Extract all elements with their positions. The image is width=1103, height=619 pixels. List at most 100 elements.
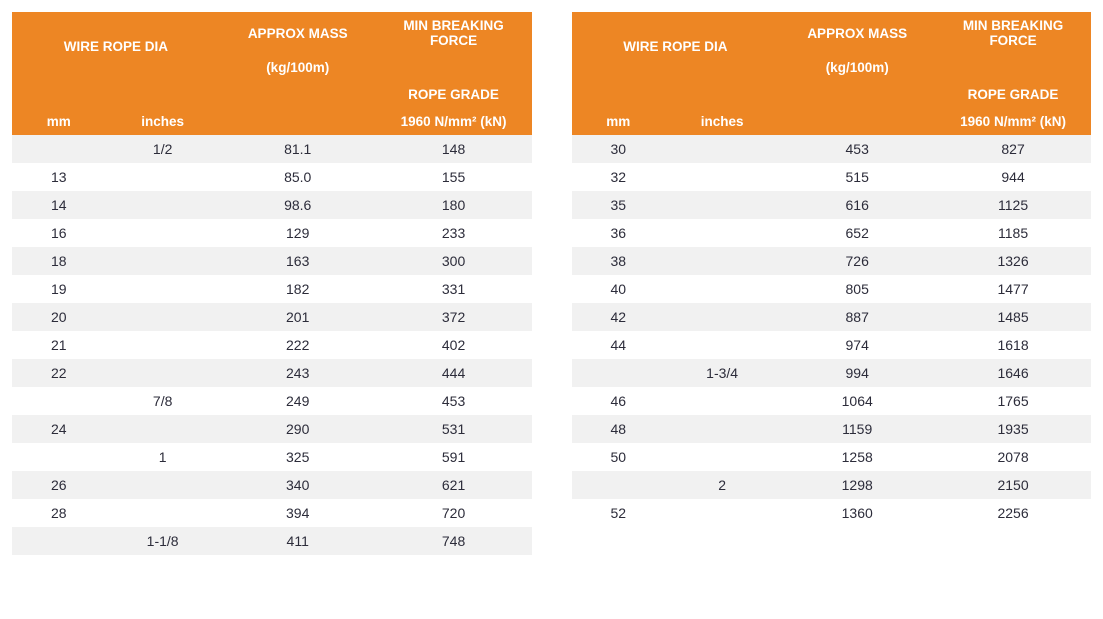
cell-inches <box>106 163 220 191</box>
cell-inches <box>106 247 220 275</box>
cell-mm: 16 <box>12 219 106 247</box>
cell-force: 827 <box>935 135 1091 163</box>
cell-inches: 1-3/4 <box>665 359 779 387</box>
cell-inches <box>665 303 779 331</box>
header-mass: APPROX MASS <box>779 12 935 54</box>
cell-force: 155 <box>376 163 532 191</box>
wire-rope-table-left: WIRE ROPE DIA APPROX MASS MIN BREAKING F… <box>12 12 532 555</box>
cell-mass: 652 <box>779 219 935 247</box>
cell-mass: 222 <box>220 331 376 359</box>
table-row: 26 340621 <box>12 471 532 499</box>
cell-inches <box>665 191 779 219</box>
table-row: 19182331 <box>12 275 532 303</box>
header-mass-unit: (kg/100m) <box>779 54 935 81</box>
cell-mm: 46 <box>572 387 666 415</box>
header-force-unit: 1960 N/mm² (kN) <box>376 108 532 135</box>
cell-mm <box>12 387 106 415</box>
table-row: 24290531 <box>12 415 532 443</box>
cell-mass: 249 <box>220 387 376 415</box>
cell-inches <box>665 415 779 443</box>
cell-mass: 163 <box>220 247 376 275</box>
cell-inches <box>106 331 220 359</box>
cell-mass: 994 <box>779 359 935 387</box>
cell-mm: 52 <box>572 499 666 527</box>
cell-mass: 85.0 <box>220 163 376 191</box>
cell-inches <box>106 499 220 527</box>
table-row: 16129233 <box>12 219 532 247</box>
header-dia: WIRE ROPE DIA <box>572 12 780 81</box>
cell-force: 1765 <box>935 387 1091 415</box>
cell-mass: 887 <box>779 303 935 331</box>
cell-mass: 453 <box>779 135 935 163</box>
cell-mass: 974 <box>779 331 935 359</box>
header-blank <box>935 54 1091 81</box>
cell-inches <box>665 331 779 359</box>
table-header: WIRE ROPE DIA APPROX MASS MIN BREAKING F… <box>12 12 532 135</box>
header-force: MIN BREAKING FORCE <box>376 12 532 54</box>
cell-mm: 19 <box>12 275 106 303</box>
table-row: 32515944 <box>572 163 1092 191</box>
cell-mass: 394 <box>220 499 376 527</box>
table-body-left: 1/281.11481385.01551498.6180161292331816… <box>12 135 532 555</box>
cell-mm <box>12 135 106 163</box>
table-row: 366521185 <box>572 219 1092 247</box>
wire-rope-table-right: WIRE ROPE DIA APPROX MASS MIN BREAKING F… <box>572 12 1092 527</box>
cell-mm <box>572 359 666 387</box>
cell-mm: 18 <box>12 247 106 275</box>
cell-inches: 1-1/8 <box>106 527 220 555</box>
table-row: 1325591 <box>12 443 532 471</box>
table-row: 4811591935 <box>572 415 1092 443</box>
table-row: 1498.6180 <box>12 191 532 219</box>
cell-mass: 1064 <box>779 387 935 415</box>
table-row: 408051477 <box>572 275 1092 303</box>
table-row: 1385.0155 <box>12 163 532 191</box>
cell-force: 1646 <box>935 359 1091 387</box>
header-blank4 <box>220 108 376 135</box>
cell-inches <box>665 499 779 527</box>
cell-inches <box>106 275 220 303</box>
cell-mm: 24 <box>12 415 106 443</box>
header-force: MIN BREAKING FORCE <box>935 12 1091 54</box>
header-blank2 <box>572 81 780 108</box>
cell-mass: 243 <box>220 359 376 387</box>
cell-mass: 325 <box>220 443 376 471</box>
table-row: 21222402 <box>12 331 532 359</box>
cell-mass: 340 <box>220 471 376 499</box>
cell-force: 402 <box>376 331 532 359</box>
cell-mass: 1159 <box>779 415 935 443</box>
cell-inches <box>106 359 220 387</box>
header-blank2 <box>12 81 220 108</box>
table-row: 7/8249453 <box>12 387 532 415</box>
cell-inches <box>106 303 220 331</box>
cell-force: 621 <box>376 471 532 499</box>
cell-mm: 30 <box>572 135 666 163</box>
cell-inches: 7/8 <box>106 387 220 415</box>
cell-inches <box>106 191 220 219</box>
cell-inches <box>665 219 779 247</box>
cell-mm: 40 <box>572 275 666 303</box>
cell-inches: 2 <box>665 471 779 499</box>
table-row: 428871485 <box>572 303 1092 331</box>
header-blank4 <box>779 108 935 135</box>
table-row: 387261326 <box>572 247 1092 275</box>
cell-mass: 616 <box>779 191 935 219</box>
header-dia: WIRE ROPE DIA <box>12 12 220 81</box>
cell-force: 1618 <box>935 331 1091 359</box>
table-header: WIRE ROPE DIA APPROX MASS MIN BREAKING F… <box>572 12 1092 135</box>
header-inches: inches <box>106 108 220 135</box>
header-mm: mm <box>12 108 106 135</box>
cell-force: 1935 <box>935 415 1091 443</box>
cell-force: 444 <box>376 359 532 387</box>
cell-mm: 26 <box>12 471 106 499</box>
cell-mm: 20 <box>12 303 106 331</box>
header-inches: inches <box>665 108 779 135</box>
cell-inches <box>106 415 220 443</box>
cell-inches <box>665 247 779 275</box>
header-mass-unit: (kg/100m) <box>220 54 376 81</box>
cell-force: 2078 <box>935 443 1091 471</box>
cell-force: 2150 <box>935 471 1091 499</box>
cell-inches: 1 <box>106 443 220 471</box>
cell-mass: 98.6 <box>220 191 376 219</box>
table-row: 30 453827 <box>572 135 1092 163</box>
table-row: 1-1/8411748 <box>12 527 532 555</box>
